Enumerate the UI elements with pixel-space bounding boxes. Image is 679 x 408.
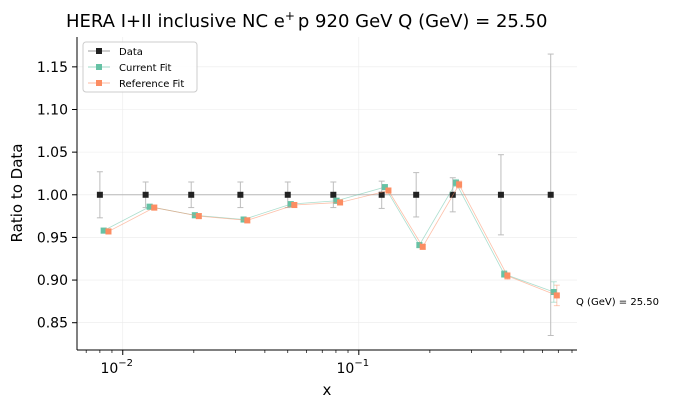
plot-marks xyxy=(96,53,560,337)
axes: 0.85 0.90 0.95 1.00 1.05 1.10 1.15 10−2 10−1 xyxy=(37,37,577,377)
data-point xyxy=(291,202,298,209)
data-point xyxy=(105,228,112,235)
data-point xyxy=(284,191,291,198)
y-tick-label: 1.10 xyxy=(37,102,68,118)
y-tick-label: 1.00 xyxy=(37,188,68,204)
data-point xyxy=(381,184,388,191)
title-superscript: + xyxy=(285,9,295,23)
data-point xyxy=(337,199,344,206)
x-tick-label: 10−2 xyxy=(100,358,133,377)
data-point xyxy=(419,243,426,250)
data-point xyxy=(287,201,294,208)
legend-marker xyxy=(96,48,102,54)
legend-label: Data xyxy=(119,47,143,58)
data-point xyxy=(237,191,244,198)
y-tick-label: 0.90 xyxy=(37,273,68,289)
title-main: HERA I+II inclusive NC e xyxy=(66,11,285,32)
data-point xyxy=(100,227,107,234)
series-data xyxy=(96,53,554,337)
data-point xyxy=(240,216,247,223)
y-tick-label: 1.05 xyxy=(37,145,68,161)
y-tick-label: 0.85 xyxy=(37,316,68,332)
x-tick-label: 10−1 xyxy=(337,358,370,377)
legend-box xyxy=(82,41,198,93)
data-point xyxy=(378,191,385,198)
data-point xyxy=(146,203,153,210)
chart-title: HERA I+II inclusive NC e+ p 920 GeV Q (Ge… xyxy=(66,9,548,32)
data-point xyxy=(452,179,459,186)
data-point xyxy=(547,191,554,198)
data-point xyxy=(416,242,423,249)
data-point xyxy=(96,191,103,198)
y-axis-label: Ratio to Data xyxy=(8,144,26,243)
data-point xyxy=(142,191,149,198)
data-point xyxy=(330,191,337,198)
data-point xyxy=(413,191,420,198)
data-point xyxy=(504,272,511,279)
data-point xyxy=(244,217,251,224)
data-point xyxy=(501,271,508,278)
legend-marker xyxy=(96,64,102,70)
data-point xyxy=(195,213,202,220)
legend-label: Reference Fit xyxy=(119,79,184,90)
data-point xyxy=(553,292,560,299)
data-point xyxy=(385,187,392,194)
annotation-label: Q (GeV) = 25.50 xyxy=(576,297,659,308)
y-tick-label: 0.95 xyxy=(37,230,68,246)
data-point xyxy=(151,204,158,211)
data-point xyxy=(333,197,340,204)
data-point xyxy=(456,181,463,188)
legend-marker xyxy=(96,80,102,86)
legend: Data Current Fit Reference Fit xyxy=(82,41,198,93)
series-reference-fit xyxy=(105,180,560,307)
series-current-fit xyxy=(100,178,557,303)
data-point xyxy=(550,289,557,296)
x-axis-label: x xyxy=(323,381,332,399)
data-point xyxy=(497,191,504,198)
y-tick-label: 1.15 xyxy=(37,60,68,76)
data-point xyxy=(188,191,195,198)
legend-label: Current Fit xyxy=(119,63,172,74)
title-rest: p 920 GeV Q (GeV) = 25.50 xyxy=(298,11,548,32)
